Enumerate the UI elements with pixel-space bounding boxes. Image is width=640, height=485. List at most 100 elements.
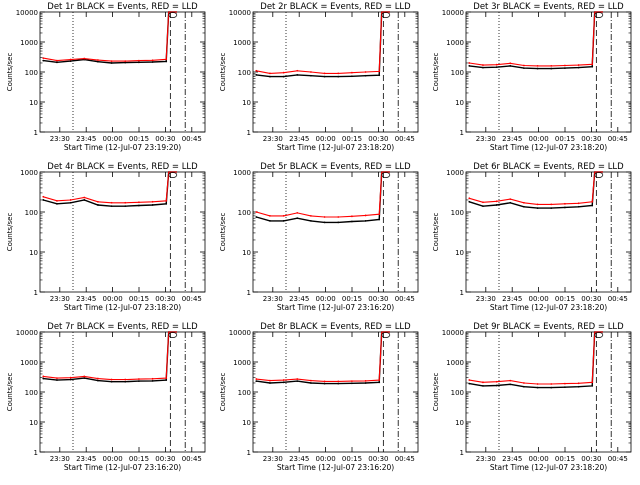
x-axis-label: Start Time (12-Jul-07 23:16:20) (277, 463, 394, 472)
y-tick-label: 10 (455, 249, 464, 257)
data-point (151, 379, 154, 382)
data-point (42, 59, 45, 62)
data-point (165, 58, 168, 61)
data-point (323, 380, 326, 383)
data-point (97, 204, 99, 206)
plot-frame (39, 171, 206, 293)
series-line-lld (43, 171, 177, 204)
data-point (296, 380, 299, 383)
x-axis-label: Start Time (12-Jul-07 23:18:20) (490, 303, 607, 312)
data-point (282, 75, 285, 78)
spike-marker (381, 332, 391, 338)
data-point (550, 207, 553, 210)
data-point (536, 383, 539, 385)
y-tick-label: 100 (238, 69, 251, 77)
y-tick-label: 1 (34, 449, 38, 457)
x-tick-label: 00:45 (395, 455, 415, 463)
y-tick-label: 10 (242, 99, 251, 107)
y-axis-label: Counts/sec (432, 53, 440, 92)
data-point (138, 61, 140, 64)
y-tick-label: 1000 (446, 359, 464, 367)
data-point (495, 380, 498, 383)
data-point (97, 59, 99, 61)
data-point (495, 63, 498, 66)
data-point (468, 62, 471, 64)
data-point (310, 382, 312, 384)
plot-frame (39, 11, 206, 133)
data-point (337, 75, 340, 78)
plot-frame (252, 331, 419, 453)
y-tick-label: 1 (247, 129, 251, 137)
x-tick-label: 23:45 (76, 135, 96, 143)
chart-title: Det 2r BLACK = Events, RED = LLD (260, 2, 411, 12)
data-point (378, 74, 381, 77)
chart-svg: Det 1r BLACK = Events, RED = LLD 1 10 100 10… (6, 2, 206, 152)
data-point (337, 380, 340, 383)
x-tick-label: 00:45 (608, 455, 628, 463)
y-tick-label: 100 (238, 209, 251, 217)
data-point (110, 60, 113, 63)
x-tick-label: 23:45 (76, 455, 96, 463)
x-tick-label: 00:30 (581, 135, 601, 143)
data-point (523, 67, 525, 69)
data-point (255, 216, 258, 218)
x-axis-label: Start Time (12-Jul-07 23:18:20) (277, 143, 394, 152)
data-point (138, 201, 140, 204)
series-line-lld (256, 171, 390, 218)
data-point (282, 71, 285, 74)
data-point (69, 199, 72, 201)
data-point (69, 201, 72, 204)
y-axis-label: Counts/sec (432, 373, 440, 412)
data-point (468, 197, 471, 200)
data-point (378, 70, 381, 73)
y-tick-label: 10000 (442, 9, 464, 17)
data-point (364, 71, 367, 73)
y-tick-label: 100 (25, 209, 38, 217)
data-point (364, 74, 367, 77)
chart-panel-6: Det 6r BLACK = Events, RED = LLD 1 10 100 10… (426, 160, 639, 320)
x-tick-label: 00:15 (555, 135, 575, 143)
chart-title: Det 1r BLACK = Events, RED = LLD (47, 2, 198, 12)
data-point (151, 61, 154, 63)
spike-marker (168, 12, 178, 18)
data-point (138, 204, 140, 207)
chart-svg: Det 3r BLACK = Events, RED = LLD 1 10 100 10… (432, 2, 632, 152)
data-point (577, 202, 580, 205)
data-point (97, 379, 99, 382)
chart-panel-3: Det 3r BLACK = Events, RED = LLD 1 10 100 10… (426, 0, 639, 160)
x-tick-label: 00:00 (316, 455, 336, 463)
data-point (56, 59, 58, 62)
data-point (351, 380, 353, 383)
data-point (378, 379, 381, 381)
data-point (310, 379, 312, 382)
x-tick-label: 23:30 (476, 135, 496, 143)
data-point (124, 201, 127, 204)
x-tick-label: 00:00 (103, 455, 123, 463)
data-point (56, 199, 58, 202)
data-point (124, 61, 127, 64)
y-tick-label: 1000 (20, 169, 38, 177)
data-point (482, 64, 484, 66)
data-point (495, 204, 498, 206)
data-point (351, 382, 353, 385)
data-point (337, 221, 340, 224)
spike-marker (381, 172, 391, 178)
chart-title: Det 4r BLACK = Events, RED = LLD (47, 162, 198, 172)
y-tick-label: 10000 (229, 9, 251, 17)
x-tick-label: 00:15 (555, 455, 575, 463)
data-point (165, 202, 168, 205)
data-point (564, 386, 566, 389)
data-point (282, 214, 285, 217)
chart-panel-7: Det 7r BLACK = Events, RED = LLD 1 10 100 10… (0, 320, 213, 480)
data-point (269, 75, 271, 78)
data-point (110, 380, 113, 383)
data-point (523, 382, 525, 384)
data-point (337, 216, 340, 218)
x-tick-label: 00:00 (103, 135, 123, 143)
data-point (255, 74, 258, 76)
x-tick-label: 00:30 (368, 295, 388, 303)
data-point (323, 72, 326, 75)
data-point (97, 60, 99, 63)
data-point (42, 375, 45, 378)
data-point (69, 58, 72, 61)
